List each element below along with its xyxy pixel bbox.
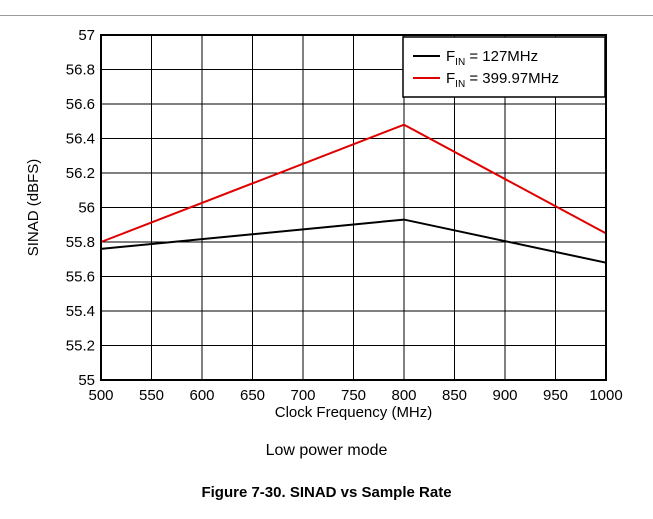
legend-label: FIN = 127MHz (446, 48, 538, 68)
series-line-1 (100, 218, 607, 264)
y-axis-label: SINAD (dBFS) (25, 159, 42, 257)
legend-label: FIN = 399.97MHz (446, 70, 559, 90)
x-axis-label: Clock Frequency (MHz) (275, 404, 433, 421)
legend-box (402, 36, 606, 98)
y-tick-label: 56.6 (66, 96, 95, 113)
y-tick-label: 55.8 (66, 234, 95, 251)
x-tick-label: 550 (139, 387, 164, 404)
y-tick-label: 56.2 (66, 165, 95, 182)
x-tick-label: 1000 (589, 387, 622, 404)
x-tick-label: 950 (543, 387, 568, 404)
plot-frame (100, 34, 607, 381)
figure-caption: Figure 7-30. SINAD vs Sample Rate (201, 484, 452, 501)
x-tick-label: 800 (391, 387, 416, 404)
series-layer (100, 123, 607, 264)
x-tick-label: 700 (290, 387, 315, 404)
y-tick-label: 55.2 (66, 338, 95, 355)
x-tick-label: 900 (492, 387, 517, 404)
y-tick-labels: 55 55.2 55.4 55.6 55.8 56 56.2 56.4 56.6 56.8 57 (66, 27, 95, 389)
chart-subtitle: Low power mode (265, 442, 388, 459)
top-rule (0, 15, 653, 16)
y-tick-label: 55 (78, 372, 95, 389)
sinad-chart: 55 55.2 55.4 55.6 55.8 56 56.2 56.4 56.6 56.8 57 5… (25, 27, 623, 421)
x-tick-label: 850 (442, 387, 467, 404)
x-tick-label: 750 (341, 387, 366, 404)
x-tick-labels: 500 550 600 650 700 750 800 850 900 950 1000 (88, 387, 622, 404)
x-tick-label: 650 (240, 387, 265, 404)
y-tick-label: 57 (78, 27, 95, 44)
y-tick-label: 56.8 (66, 62, 95, 79)
y-tick-label: 55.4 (66, 303, 95, 320)
x-tick-label: 500 (88, 387, 113, 404)
x-tick-label: 600 (189, 387, 214, 404)
y-tick-label: 56.4 (66, 131, 95, 148)
y-tick-label: 56 (78, 200, 95, 217)
series-line-2 (100, 123, 607, 243)
y-tick-label: 55.6 (66, 269, 95, 286)
